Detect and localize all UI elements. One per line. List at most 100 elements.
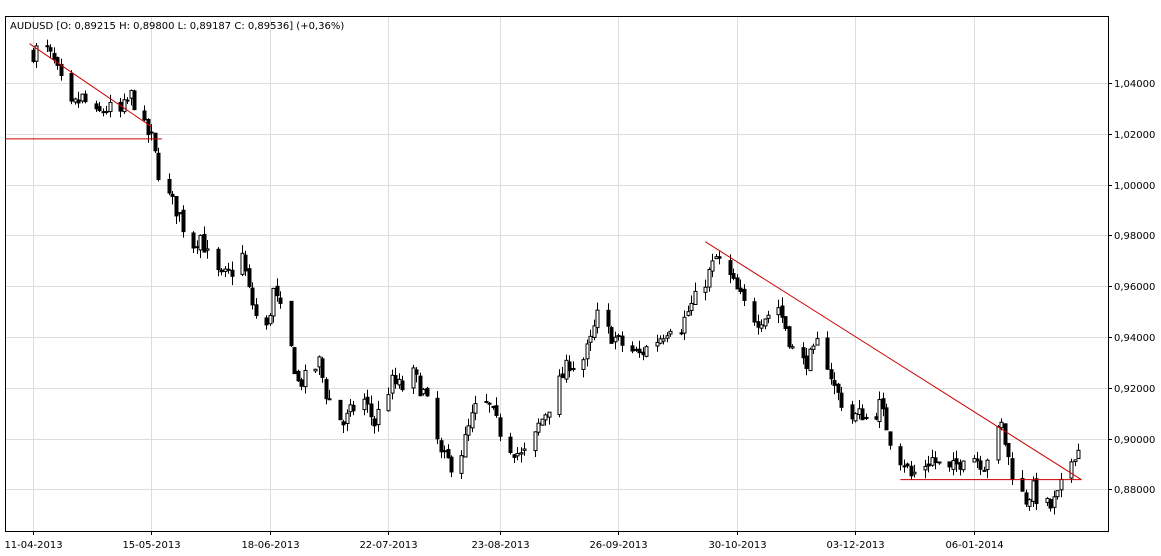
candle-body-down bbox=[839, 392, 844, 408]
candle-body-down bbox=[630, 345, 635, 352]
candle-body-up bbox=[693, 290, 698, 305]
candle-body-down bbox=[264, 317, 269, 326]
candle-body-down bbox=[202, 233, 207, 253]
candle-body-down bbox=[787, 326, 792, 348]
candle-body-up bbox=[463, 434, 468, 458]
candle-body-up bbox=[1076, 449, 1081, 459]
candle-body-up bbox=[198, 234, 203, 251]
candle-body-up bbox=[149, 131, 154, 134]
candle-body-up bbox=[442, 450, 447, 453]
candle-body-down bbox=[881, 398, 886, 410]
candle-body-down bbox=[804, 355, 809, 369]
y-tick-label: 0,98000 bbox=[1114, 231, 1155, 242]
x-tick-label: 18-06-2013 bbox=[241, 540, 299, 551]
candle-body-down bbox=[435, 397, 440, 440]
candle-body-up bbox=[588, 335, 593, 343]
x-tick-label: 06-01-2014 bbox=[945, 540, 1003, 551]
candle-body-down bbox=[369, 403, 374, 418]
candle-body-up bbox=[668, 330, 673, 335]
candle-body-down bbox=[829, 369, 834, 380]
candle-body-up bbox=[1073, 459, 1078, 463]
x-tick-label: 22-07-2013 bbox=[359, 540, 417, 551]
candle-body-down bbox=[167, 178, 172, 194]
candle-body-down bbox=[446, 449, 451, 459]
y-tick-label: 0,90000 bbox=[1114, 435, 1155, 446]
candles bbox=[31, 39, 1081, 515]
candle-body-up bbox=[421, 388, 426, 395]
candle-body-down bbox=[418, 375, 423, 397]
candle-body-up bbox=[902, 465, 907, 468]
candle-body-up bbox=[470, 412, 475, 429]
candle-body-up bbox=[543, 414, 548, 421]
candle-body-down bbox=[338, 399, 343, 421]
candle-body-up bbox=[177, 212, 182, 215]
candle-body-up bbox=[703, 286, 708, 293]
candle-body-up bbox=[644, 346, 649, 357]
candle-body-up bbox=[776, 307, 781, 316]
y-tick-label: 0,88000 bbox=[1114, 485, 1155, 496]
candle-body-down bbox=[250, 287, 255, 306]
grid-vertical bbox=[33, 17, 975, 531]
candle-body-down bbox=[738, 287, 743, 293]
candle-body-up bbox=[877, 399, 882, 423]
candle-body-down bbox=[905, 463, 910, 467]
candle-body-up bbox=[815, 338, 820, 346]
candle-body-up bbox=[226, 268, 231, 271]
candle-body-up bbox=[581, 359, 586, 371]
candle-body-up bbox=[982, 469, 987, 472]
candle-body-up bbox=[557, 375, 562, 415]
candle-body-up bbox=[515, 452, 520, 457]
candle-body-up bbox=[853, 413, 858, 422]
candle-body-down bbox=[620, 335, 625, 346]
candle-body-up bbox=[923, 465, 928, 471]
candle-body-up bbox=[766, 314, 771, 319]
candle-body-down bbox=[832, 380, 837, 386]
candle-body-up bbox=[313, 368, 318, 372]
candle-body-down bbox=[174, 195, 179, 217]
candle-body-down bbox=[247, 268, 252, 287]
candle-body-down bbox=[978, 460, 983, 470]
candle-body-up bbox=[1059, 478, 1064, 491]
candle-body-up bbox=[985, 459, 990, 471]
candle-body-up bbox=[996, 426, 1001, 461]
candle-body-up bbox=[519, 452, 524, 455]
candle-body-down bbox=[1048, 499, 1053, 509]
candle-body-up bbox=[376, 408, 381, 426]
candle-body-down bbox=[156, 152, 161, 180]
trendlines bbox=[5, 43, 1082, 481]
candle-body-up bbox=[125, 99, 130, 102]
candle-body-up bbox=[808, 348, 813, 372]
candle-body-up bbox=[585, 343, 590, 360]
plot-area-border bbox=[5, 16, 1109, 532]
y-tick-label: 1,04000 bbox=[1114, 79, 1155, 90]
candle-body-down bbox=[780, 305, 785, 318]
candle-body-down bbox=[289, 300, 294, 347]
candle-body-down bbox=[216, 248, 221, 271]
candle-body-up bbox=[864, 416, 869, 419]
candle-body-down bbox=[1006, 442, 1011, 458]
x-tick-label: 15-05-2013 bbox=[122, 540, 180, 551]
candle-body-down bbox=[191, 232, 196, 249]
candle-body-down bbox=[48, 47, 53, 52]
candle-body-down bbox=[52, 52, 57, 60]
candle-body-up bbox=[592, 325, 597, 338]
y-tick-label: 0,92000 bbox=[1114, 384, 1155, 395]
candle-body-down bbox=[299, 379, 304, 387]
candle-body-down bbox=[219, 269, 224, 273]
candle-body-down bbox=[954, 458, 959, 465]
candle-body-up bbox=[1069, 461, 1074, 479]
x-tick-label: 03-12-2013 bbox=[826, 540, 884, 551]
candle-body-down bbox=[742, 288, 747, 301]
candle-body-up bbox=[682, 316, 687, 334]
candle-body-down bbox=[731, 273, 736, 279]
candle-body-down bbox=[567, 361, 572, 372]
candle-body-up bbox=[616, 335, 621, 338]
candle-body-down bbox=[926, 463, 931, 467]
candle-body-up bbox=[710, 260, 715, 272]
x-tick-label: 11-04-2013 bbox=[4, 540, 62, 551]
candle-body-down bbox=[320, 358, 325, 378]
y-tick-label: 0,94000 bbox=[1114, 333, 1155, 344]
candle-body-down bbox=[69, 72, 74, 102]
candle-body-up bbox=[466, 425, 471, 436]
trendline bbox=[705, 241, 1082, 481]
